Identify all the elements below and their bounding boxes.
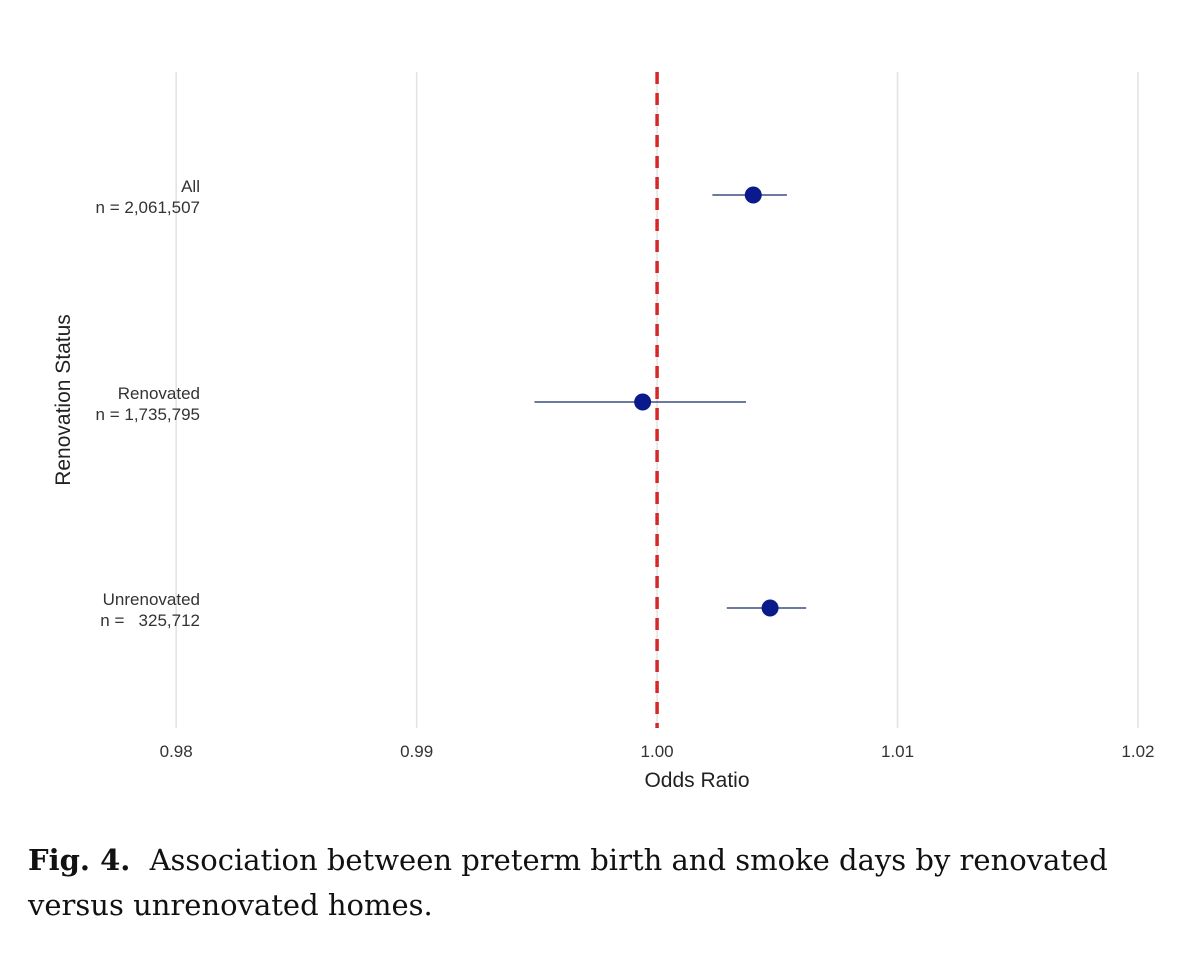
figure-caption: Fig. 4. Association between preterm birt…	[28, 838, 1178, 928]
y-axis-title: Renovation Status	[52, 314, 75, 486]
y-tick-label-n: n = 325,712	[100, 611, 200, 630]
y-tick-label-group: Renovated	[118, 384, 200, 403]
y-tick-label-n: n = 1,735,795	[96, 405, 200, 424]
x-tick-labels: 0.98 0.99 1.00 1.01 1.02	[160, 742, 1155, 761]
x-tick-label: 1.00	[641, 742, 674, 761]
x-axis-title: Odds Ratio	[644, 769, 749, 792]
y-tick-labels: All n = 2,061,507 Renovated n = 1,735,795 Un…	[96, 177, 200, 630]
point-estimate	[761, 599, 779, 617]
y-tick-label-group: All	[181, 177, 200, 196]
point-estimate	[744, 186, 762, 204]
y-tick-label-n: n = 2,061,507	[96, 198, 200, 217]
forest-plot: All n = 2,061,507 Renovated n = 1,735,795 Un…	[52, 72, 1155, 792]
x-tick-label: 0.99	[400, 742, 433, 761]
estimate-rows	[534, 186, 807, 617]
y-tick-label-group: Unrenovated	[103, 590, 200, 609]
point-estimate	[634, 393, 652, 411]
x-tick-label: 0.98	[160, 742, 193, 761]
x-tick-label: 1.01	[881, 742, 914, 761]
x-tick-label: 1.02	[1121, 742, 1154, 761]
figure-label: Fig. 4.	[28, 843, 131, 877]
caption-text: Association between preterm birth and sm…	[28, 843, 1108, 922]
chart-svg: All n = 2,061,507 Renovated n = 1,735,795 Un…	[52, 72, 1155, 792]
